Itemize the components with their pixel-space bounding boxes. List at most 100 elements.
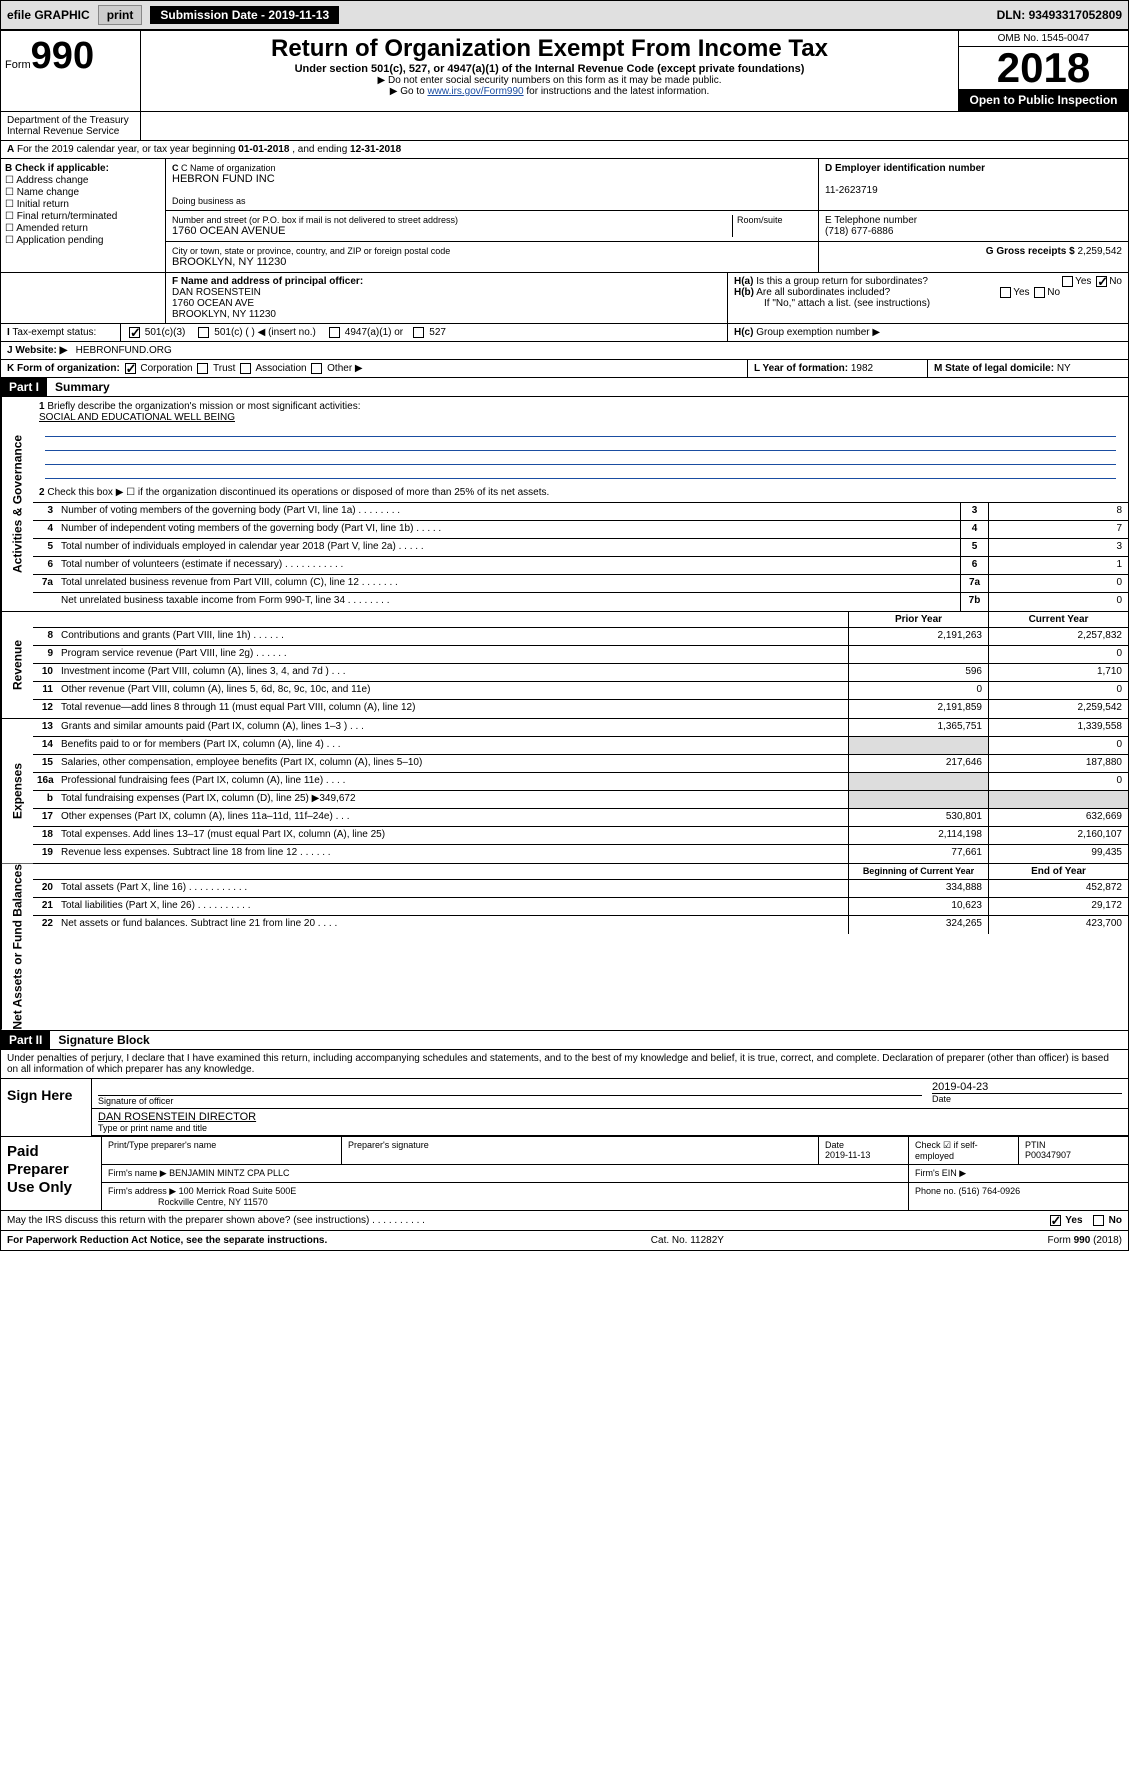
cb-trust[interactable]	[197, 363, 208, 374]
cb-4947[interactable]	[329, 327, 340, 338]
footer: For Paperwork Reduction Act Notice, see …	[1, 1231, 1128, 1250]
data-line: 11Other revenue (Part VIII, column (A), …	[33, 682, 1128, 700]
cb-501c[interactable]	[198, 327, 209, 338]
form-subtitle: Under section 501(c), 527, or 4947(a)(1)…	[147, 63, 952, 75]
form-id: Form990	[1, 31, 141, 111]
cb-501c3[interactable]	[129, 327, 140, 338]
revenue-section: Revenue Prior YearCurrent Year 8Contribu…	[1, 612, 1128, 719]
data-line: 8Contributions and grants (Part VIII, li…	[33, 628, 1128, 646]
discuss-row: May the IRS discuss this return with the…	[1, 1211, 1128, 1231]
expenses-section: Expenses 13Grants and similar amounts pa…	[1, 719, 1128, 864]
officer-name-title: DAN ROSENSTEIN DIRECTOR	[98, 1111, 1122, 1123]
side-netassets: Net Assets or Fund Balances	[1, 864, 33, 1030]
part1-hdr: Part I	[1, 378, 47, 396]
paid-preparer-block: Paid Preparer Use Only Print/Type prepar…	[1, 1137, 1128, 1211]
period-row: A For the 2019 calendar year, or tax yea…	[1, 141, 1128, 159]
data-line: bTotal fundraising expenses (Part IX, co…	[33, 791, 1128, 809]
org-city: BROOKLYN, NY 11230	[172, 256, 812, 268]
print-button[interactable]: print	[98, 5, 143, 25]
preparer-date: 2019-11-13	[825, 1150, 870, 1160]
cb-amended[interactable]: ☐ Amended return	[5, 223, 161, 234]
data-line: 18Total expenses. Add lines 13–17 (must …	[33, 827, 1128, 845]
data-line: 12Total revenue—add lines 8 through 11 (…	[33, 700, 1128, 718]
data-line: 9Program service revenue (Part VIII, lin…	[33, 646, 1128, 664]
irs-link[interactable]: www.irs.gov/Form990	[427, 86, 523, 97]
info-right: D Employer identification number 11-2623…	[818, 159, 1128, 272]
header-title-block: Return of Organization Exempt From Incom…	[141, 31, 958, 111]
phone: (718) 677-6886	[825, 226, 893, 237]
j-row: J Website: ▶ HEBRONFUND.ORG	[1, 342, 1128, 360]
cb-other[interactable]	[311, 363, 322, 374]
side-governance: Activities & Governance	[1, 397, 33, 611]
firm-addr2: Rockville Centre, NY 11570	[158, 1197, 268, 1207]
data-line: 16aProfessional fundraising fees (Part I…	[33, 773, 1128, 791]
summary-line: 6Total number of volunteers (estimate if…	[33, 557, 1128, 575]
year-formation: 1982	[851, 363, 873, 374]
efile-label: efile GRAPHIC	[7, 8, 90, 22]
mission-text: SOCIAL AND EDUCATIONAL WELL BEING	[39, 412, 235, 423]
discuss-no[interactable]	[1093, 1215, 1104, 1226]
website: HEBRONFUND.ORG	[76, 345, 172, 356]
cb-final-return[interactable]: ☐ Final return/terminated	[5, 211, 161, 222]
firm-name: BENJAMIN MINTZ CPA PLLC	[169, 1168, 289, 1178]
domicile: NY	[1057, 363, 1071, 374]
officer-name: DAN ROSENSTEIN	[172, 287, 261, 298]
sign-here-label: Sign Here	[1, 1079, 91, 1136]
part2-hdr: Part II	[1, 1031, 50, 1049]
side-expenses: Expenses	[1, 719, 33, 863]
data-line: 13Grants and similar amounts paid (Part …	[33, 719, 1128, 737]
fh-row: F Name and address of principal officer:…	[1, 273, 1128, 324]
klm-row: K Form of organization: Corporation Trus…	[1, 360, 1128, 378]
perjury-text: Under penalties of perjury, I declare th…	[1, 1050, 1128, 1079]
ha-no[interactable]	[1096, 276, 1107, 287]
info-block: B Check if applicable: ☐ Address change …	[1, 159, 1128, 273]
form-title: Return of Organization Exempt From Incom…	[147, 35, 952, 63]
note-ssn: ▶ Do not enter social security numbers o…	[147, 75, 952, 86]
cb-corp[interactable]	[125, 363, 136, 374]
firm-addr1: 100 Merrick Road Suite 500E	[179, 1186, 297, 1196]
org-name: HEBRON FUND INC	[172, 173, 812, 185]
summary-line: 4Number of independent voting members of…	[33, 521, 1128, 539]
section-b: B Check if applicable: ☐ Address change …	[1, 159, 166, 272]
cb-address-change[interactable]: ☐ Address change	[5, 175, 161, 186]
tax-year: 2018	[959, 47, 1128, 89]
firm-phone: (516) 764-0926	[959, 1186, 1021, 1196]
part1-bar: Part I Summary	[1, 378, 1128, 397]
dln-label: DLN: 93493317052809	[997, 8, 1122, 22]
submission-date-button[interactable]: Submission Date - 2019-11-13	[150, 6, 339, 24]
data-line: 20Total assets (Part X, line 16) . . . .…	[33, 880, 1128, 898]
data-line: 14Benefits paid to or for members (Part …	[33, 737, 1128, 755]
netassets-section: Net Assets or Fund Balances Beginning of…	[1, 864, 1128, 1031]
cat-no: Cat. No. 11282Y	[651, 1235, 724, 1246]
dept-label: Department of the Treasury Internal Reve…	[1, 112, 141, 140]
summary-line: 3Number of voting members of the governi…	[33, 503, 1128, 521]
pra-notice: For Paperwork Reduction Act Notice, see …	[7, 1235, 327, 1246]
cb-name-change[interactable]: ☐ Name change	[5, 187, 161, 198]
dept-row: Department of the Treasury Internal Reve…	[1, 112, 1128, 141]
ha-yes[interactable]	[1062, 276, 1073, 287]
hb-yes[interactable]	[1000, 287, 1011, 298]
governance-section: Activities & Governance 1 Briefly descri…	[1, 397, 1128, 612]
open-inspection: Open to Public Inspection	[959, 89, 1128, 111]
paid-preparer-label: Paid Preparer Use Only	[1, 1137, 101, 1210]
i-row: I Tax-exempt status: 501(c)(3) 501(c) ( …	[1, 324, 1128, 342]
data-line: 17Other expenses (Part IX, column (A), l…	[33, 809, 1128, 827]
cb-initial-return[interactable]: ☐ Initial return	[5, 199, 161, 210]
org-address: 1760 OCEAN AVENUE	[172, 225, 732, 237]
hb-no[interactable]	[1034, 287, 1045, 298]
cb-527[interactable]	[413, 327, 424, 338]
data-line: 22Net assets or fund balances. Subtract …	[33, 916, 1128, 934]
header-row: Form990 Return of Organization Exempt Fr…	[1, 31, 1128, 112]
sign-here-row: Sign Here Signature of officer 2019-04-2…	[1, 1079, 1128, 1137]
topbar: efile GRAPHIC print Submission Date - 20…	[1, 1, 1128, 31]
form-page: efile GRAPHIC print Submission Date - 20…	[0, 0, 1129, 1251]
ein: 11-2623719	[825, 185, 878, 196]
summary-line: 5Total number of individuals employed in…	[33, 539, 1128, 557]
summary-line: 7aTotal unrelated business revenue from …	[33, 575, 1128, 593]
note-link: ▶ Go to www.irs.gov/Form990 for instruct…	[147, 86, 952, 97]
cb-app-pending[interactable]: ☐ Application pending	[5, 235, 161, 246]
form-ref: Form 990 (2018)	[1048, 1235, 1122, 1246]
cb-assoc[interactable]	[240, 363, 251, 374]
data-line: 21Total liabilities (Part X, line 26) . …	[33, 898, 1128, 916]
discuss-yes[interactable]	[1050, 1215, 1061, 1226]
